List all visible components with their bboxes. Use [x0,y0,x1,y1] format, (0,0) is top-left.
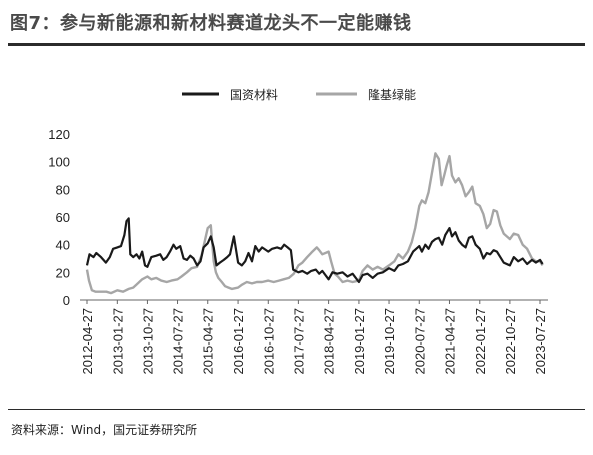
title-divider [8,43,585,46]
x-tick-label: 2012-04-27 [80,308,95,375]
legend-label-0: 国资材料 [230,88,278,102]
chart-legend: 国资材料 隆基绿能 [182,87,416,102]
y-tick-label: 60 [56,210,70,225]
figure-title: 图7：参与新能源和新材料赛道龙头不一定能赚钱 [10,13,412,34]
series-line-0 [85,217,544,284]
x-tick-label: 2022-01-27 [473,308,488,375]
x-tick-label: 2013-01-27 [110,308,125,375]
x-tick-label: 2018-04-27 [322,308,337,375]
x-tick-label: 2019-01-27 [352,308,367,375]
x-tick-label: 2016-10-27 [261,308,276,375]
chart-axes: 0 20 40 60 80 100 120 2012-04-27 2013-01-27 2013-… [48,127,548,375]
x-tick-label: 2019-10-27 [382,308,397,375]
x-tick-label: 2021-04-27 [442,308,457,375]
y-tick-label: 120 [48,127,70,142]
x-tick-label: 2014-07-27 [171,308,186,375]
legend-label-1: 隆基绿能 [368,87,416,102]
series-line-1 [85,152,544,295]
series-layer [85,152,544,295]
y-tick-label: 20 [56,265,70,280]
x-tick-label: 2017-07-27 [291,308,306,375]
y-tick-label: 40 [56,238,70,253]
x-tick-label: 2022-10-27 [503,308,518,375]
y-tick-label: 0 [63,293,70,308]
x-tick-label: 2016-01-27 [231,308,246,375]
x-tick-label: 2015-04-27 [201,308,216,375]
x-tick-label: 2023-07-27 [533,308,548,375]
source-note: 资料来源：Wind，国元证券研究所 [11,423,198,437]
source-divider [8,409,585,410]
y-tick-label: 100 [48,155,70,170]
x-tick-label: 2020-07-27 [412,308,427,375]
y-tick-label: 80 [56,182,70,197]
x-tick-label: 2013-10-27 [140,308,155,375]
